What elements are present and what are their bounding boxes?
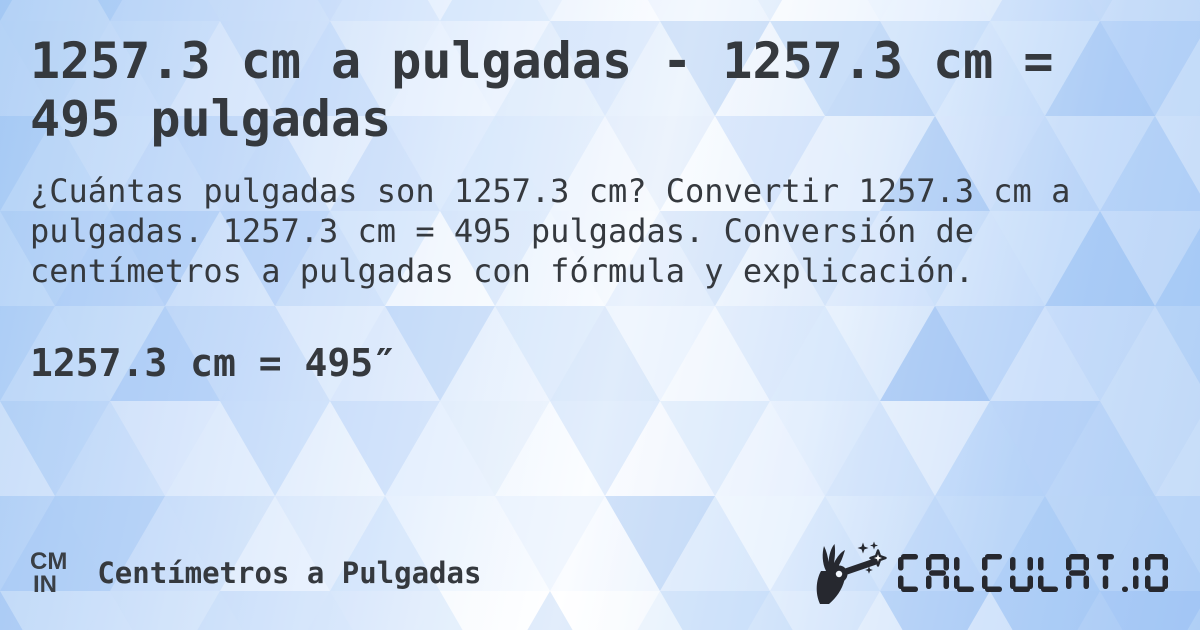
magic-wand-hand-icon <box>816 541 887 604</box>
footer: CM IN Centímetros a Pulgadas <box>30 538 1170 608</box>
brand-logo <box>812 541 1170 605</box>
result-text: 1257.3 cm = 495″ <box>30 341 397 385</box>
converter-name-label: Centímetros a Pulgadas <box>97 556 482 590</box>
page-title: 1257.3 cm a pulgadas - 1257.3 cm = 495 p… <box>30 32 1054 148</box>
unit-badge-to: IN <box>33 571 57 598</box>
unit-badge-from: CM <box>30 548 68 575</box>
description-text: ¿Cuántas pulgadas son 1257.3 cm? Convert… <box>30 172 1071 290</box>
brand-wordmark <box>898 554 1168 592</box>
unit-badge: CM IN <box>30 548 68 598</box>
